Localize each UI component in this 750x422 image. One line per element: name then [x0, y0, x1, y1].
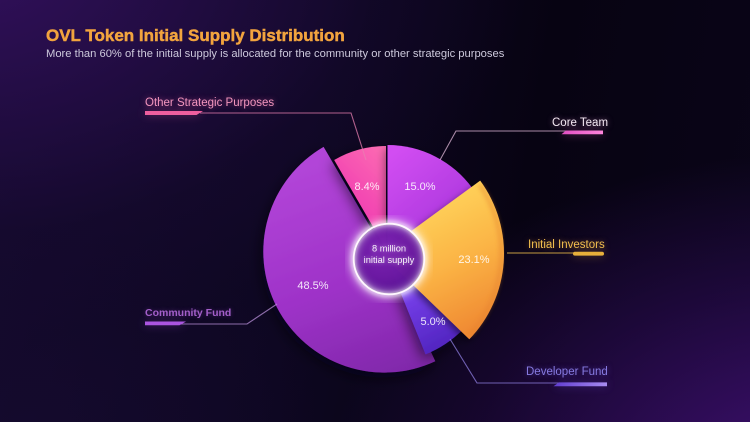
svg-text:initial supply: initial supply: [364, 255, 415, 265]
svg-text:48.5%: 48.5%: [297, 280, 328, 292]
svg-text:8 million: 8 million: [372, 244, 406, 254]
svg-text:initial supply: initial supply: [364, 255, 415, 265]
svg-text:23.1%: 23.1%: [458, 254, 489, 266]
svg-text:15.0%: 15.0%: [404, 181, 435, 193]
svg-text:8 million: 8 million: [372, 244, 406, 254]
svg-text:8.4%: 8.4%: [354, 181, 379, 193]
svg-text:5.0%: 5.0%: [420, 316, 445, 328]
